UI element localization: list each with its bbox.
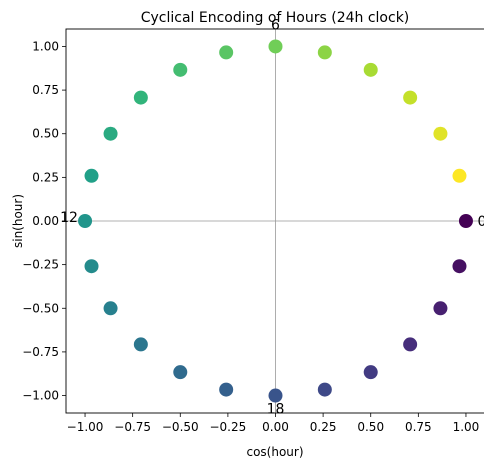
point-hour-15: [133, 90, 148, 105]
point-hour-8: [173, 365, 188, 380]
point-hour-12: [78, 214, 93, 228]
point-hour-0: [458, 214, 473, 228]
point-hour-21: [403, 90, 418, 105]
x-tick-label: −0.25: [209, 420, 246, 434]
x-tick-label: 1.00: [453, 420, 480, 434]
y-axis-ticks: 1.00 0.75 0.50 0.25 0.00 −0.25 −0.50 −0.75 −1.00: [22, 39, 66, 403]
x-axis-label: cos(hour): [246, 445, 303, 459]
x-tick-label: −1.00: [67, 420, 104, 434]
x-tick-label: 0.25: [310, 420, 337, 434]
x-tick-label: 0.00: [262, 420, 289, 434]
y-tick-label: −1.00: [22, 389, 59, 403]
annotation-6: 6: [271, 17, 280, 33]
point-hour-1: [452, 259, 467, 274]
y-tick-label: −0.50: [22, 301, 59, 315]
y-tick-label: 0.25: [32, 170, 59, 184]
point-hour-16: [173, 62, 188, 77]
annotation-0: 0: [477, 214, 484, 230]
point-hour-11: [84, 259, 99, 274]
x-tick-label: 0.50: [357, 420, 384, 434]
data-points: [78, 39, 473, 403]
annotations: 0 6 12 18: [60, 17, 484, 417]
point-hour-23: [452, 168, 467, 183]
y-axis-label: sin(hour): [11, 194, 25, 248]
point-hour-6: [268, 388, 283, 403]
point-hour-14: [103, 126, 118, 141]
reference-lines: [66, 29, 484, 413]
point-hour-20: [363, 62, 378, 77]
point-hour-18: [268, 39, 283, 54]
x-tick-label: −0.75: [114, 420, 151, 434]
chart-title: Cyclical Encoding of Hours (24h clock): [141, 10, 410, 26]
y-tick-label: 1.00: [32, 39, 59, 53]
point-hour-22: [433, 126, 448, 141]
x-tick-label: −0.50: [162, 420, 199, 434]
annotation-12: 12: [60, 210, 78, 226]
point-hour-17: [219, 45, 234, 60]
point-hour-13: [84, 168, 99, 183]
y-tick-label: 0.00: [32, 214, 59, 228]
y-tick-label: 0.50: [32, 127, 59, 141]
y-tick-label: 0.75: [32, 83, 59, 97]
point-hour-10: [103, 301, 118, 316]
x-tick-label: 0.75: [405, 420, 432, 434]
point-hour-4: [363, 365, 378, 380]
point-hour-19: [317, 45, 332, 60]
point-hour-3: [403, 337, 418, 352]
x-axis-ticks: −1.00 −0.75 −0.50 −0.25 0.00 0.25 0.50 0.75 1.00: [67, 413, 480, 434]
y-tick-label: −0.25: [22, 258, 59, 272]
y-tick-label: −0.75: [22, 345, 59, 359]
point-hour-9: [133, 337, 148, 352]
point-hour-7: [219, 382, 234, 397]
point-hour-5: [317, 382, 332, 397]
annotation-18: 18: [267, 402, 285, 418]
point-hour-2: [433, 301, 448, 316]
